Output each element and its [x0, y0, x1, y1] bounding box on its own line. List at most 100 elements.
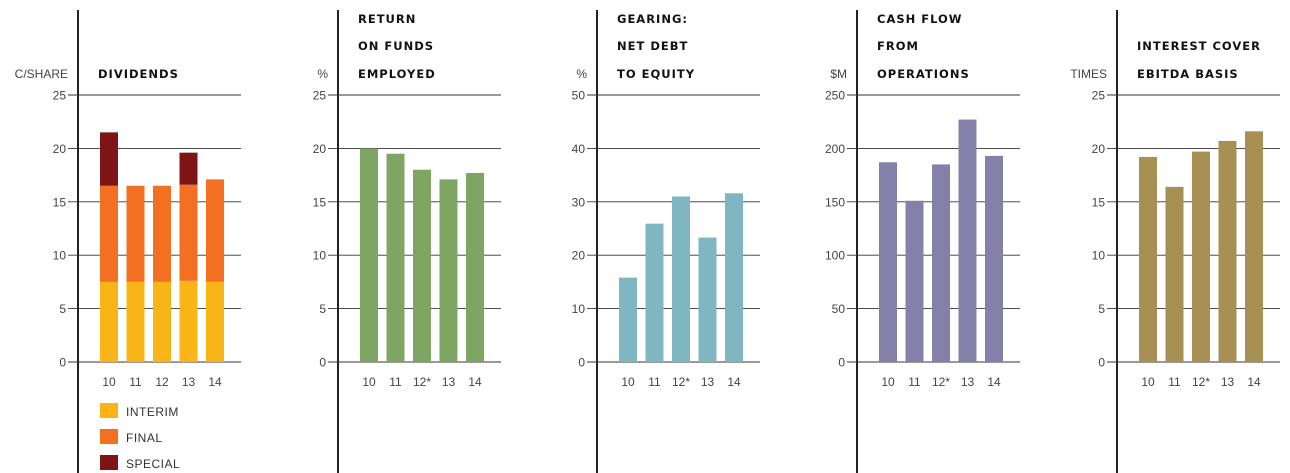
bar-special-13 — [179, 152, 198, 185]
bar-11 — [1165, 186, 1184, 362]
x-tick-label: 10 — [102, 375, 116, 389]
y-tick-label: 50 — [572, 89, 586, 103]
y-tick-label: 10 — [572, 302, 586, 316]
x-tick-label: 12 — [155, 375, 169, 389]
bar-12star — [932, 164, 950, 362]
legend-label-interim: INTERIM — [126, 405, 179, 419]
y-tick-label: 5 — [59, 302, 66, 316]
chart-title-line-2: INTEREST COVER — [1137, 39, 1261, 53]
y-tick-label: 0 — [578, 356, 585, 370]
y-tick-label: 10 — [1092, 249, 1106, 263]
y-tick-label: 0 — [59, 356, 66, 370]
y-tick-label: 150 — [825, 195, 845, 209]
bar-final-14 — [206, 179, 224, 282]
y-unit-label: TIMES — [1070, 67, 1107, 81]
bar-10 — [619, 277, 637, 362]
y-tick-label: 0 — [1098, 356, 1105, 370]
bar-10 — [879, 162, 897, 362]
bar-interim-13 — [179, 280, 198, 362]
x-tick-label: 10 — [881, 375, 895, 389]
y-tick-label: 40 — [572, 142, 586, 156]
chart-panel-5: INTEREST COVER EBITDA BASIS TIMES 0 5 10 15 20 2… — [1070, 10, 1280, 473]
x-tick-label: 12* — [932, 375, 950, 389]
chart-title-line-3: OPERATIONS — [877, 67, 970, 81]
chart-panel-4: CASH FLOW FROM OPERATIONS $M 0 50 100 150 200 250… — [825, 10, 1020, 473]
chart-panel-3: GEARING: NET DEBT TO EQUITY% 0 10 20 30 40 50 10 1… — [572, 10, 760, 473]
chart-title-line-2: ON FUNDS — [358, 39, 434, 53]
y-tick-label: 50 — [832, 302, 846, 316]
x-tick-label: 14 — [727, 375, 741, 389]
x-tick-label: 14 — [1247, 375, 1261, 389]
legend-label-special: SPECIAL — [126, 457, 180, 471]
bar-interim-14 — [206, 281, 224, 362]
y-tick-label: 15 — [1092, 195, 1106, 209]
y-tick-label: 0 — [319, 356, 326, 370]
chart-title-line-3: EMPLOYED — [358, 67, 436, 81]
bar-10 — [1139, 156, 1157, 362]
y-tick-label: 10 — [53, 249, 67, 263]
y-tick-label: 5 — [1098, 302, 1105, 316]
bar-13 — [958, 119, 977, 363]
y-unit-label: % — [576, 67, 587, 81]
chart-title-line-1: CASH FLOW — [877, 12, 963, 26]
y-tick-label: 20 — [313, 142, 327, 156]
bar-final-13 — [179, 184, 198, 281]
x-tick-label: 11 — [648, 375, 661, 389]
x-tick-label: 14 — [468, 375, 482, 389]
bar-13 — [1218, 140, 1237, 362]
chart-title-line-1: RETURN — [358, 12, 416, 26]
y-tick-label: 25 — [53, 89, 67, 103]
y-tick-label: 25 — [313, 89, 327, 103]
x-tick-label: 12* — [413, 375, 431, 389]
legend-swatch-special — [100, 455, 118, 470]
y-tick-label: 10 — [313, 249, 327, 263]
y-tick-label: 250 — [825, 89, 845, 103]
x-tick-label: 11 — [908, 375, 921, 389]
chart-title-line-2: NET DEBT — [617, 39, 688, 53]
bar-12star — [1192, 151, 1210, 362]
y-unit-label: $M — [830, 67, 847, 81]
legend-swatch-interim — [100, 403, 118, 418]
bar-10 — [360, 148, 378, 362]
chart-title-line-3: DIVIDENDS — [98, 67, 179, 81]
y-unit-label: % — [317, 67, 328, 81]
legend: INTERIM FINAL SPECIAL — [100, 403, 180, 471]
x-tick-label: 11 — [1168, 375, 1181, 389]
chart-title-line-3: TO EQUITY — [617, 67, 695, 81]
bar-interim-12 — [153, 281, 171, 362]
legend-label-final: FINAL — [126, 431, 163, 445]
bar-14 — [466, 172, 484, 362]
y-tick-label: 30 — [572, 195, 586, 209]
y-tick-label: 20 — [1092, 142, 1106, 156]
x-tick-label: 11 — [389, 375, 402, 389]
y-tick-label: 5 — [319, 302, 326, 316]
y-unit-label: C/SHARE — [15, 67, 68, 81]
x-tick-label: 12* — [672, 375, 690, 389]
bar-14 — [725, 193, 743, 362]
y-tick-label: 200 — [825, 142, 845, 156]
chart-panel-2: RETURN ON FUNDS EMPLOYED% 0 5 10 15 20 25 10 11 12*… — [313, 10, 501, 473]
bar-14 — [985, 155, 1003, 362]
x-tick-label: 12* — [1192, 375, 1210, 389]
y-tick-label: 20 — [53, 142, 67, 156]
bar-13 — [698, 237, 717, 362]
chart-panel-1: DIVIDENDS C/SHARE 0 5 10 15 20 25 10 11 12 13 14 INTE… — [15, 10, 241, 473]
x-tick-label: 10 — [362, 375, 376, 389]
x-tick-label: 11 — [129, 375, 142, 389]
bar-final-10 — [100, 185, 118, 282]
legend-swatch-final — [100, 429, 118, 444]
bar-interim-11 — [126, 281, 145, 362]
bar-special-10 — [100, 132, 118, 186]
y-tick-label: 15 — [53, 195, 67, 209]
chart-title-line-2: FROM — [877, 39, 919, 53]
y-tick-label: 20 — [572, 249, 586, 263]
y-tick-label: 0 — [838, 356, 845, 370]
chart-title-line-3: EBITDA BASIS — [1137, 67, 1239, 81]
bar-12star — [672, 196, 690, 362]
x-tick-label: 13 — [182, 375, 196, 389]
x-tick-label: 13 — [961, 375, 975, 389]
bar-final-11 — [126, 185, 145, 282]
y-tick-label: 25 — [1092, 89, 1106, 103]
bar-11 — [645, 223, 664, 362]
